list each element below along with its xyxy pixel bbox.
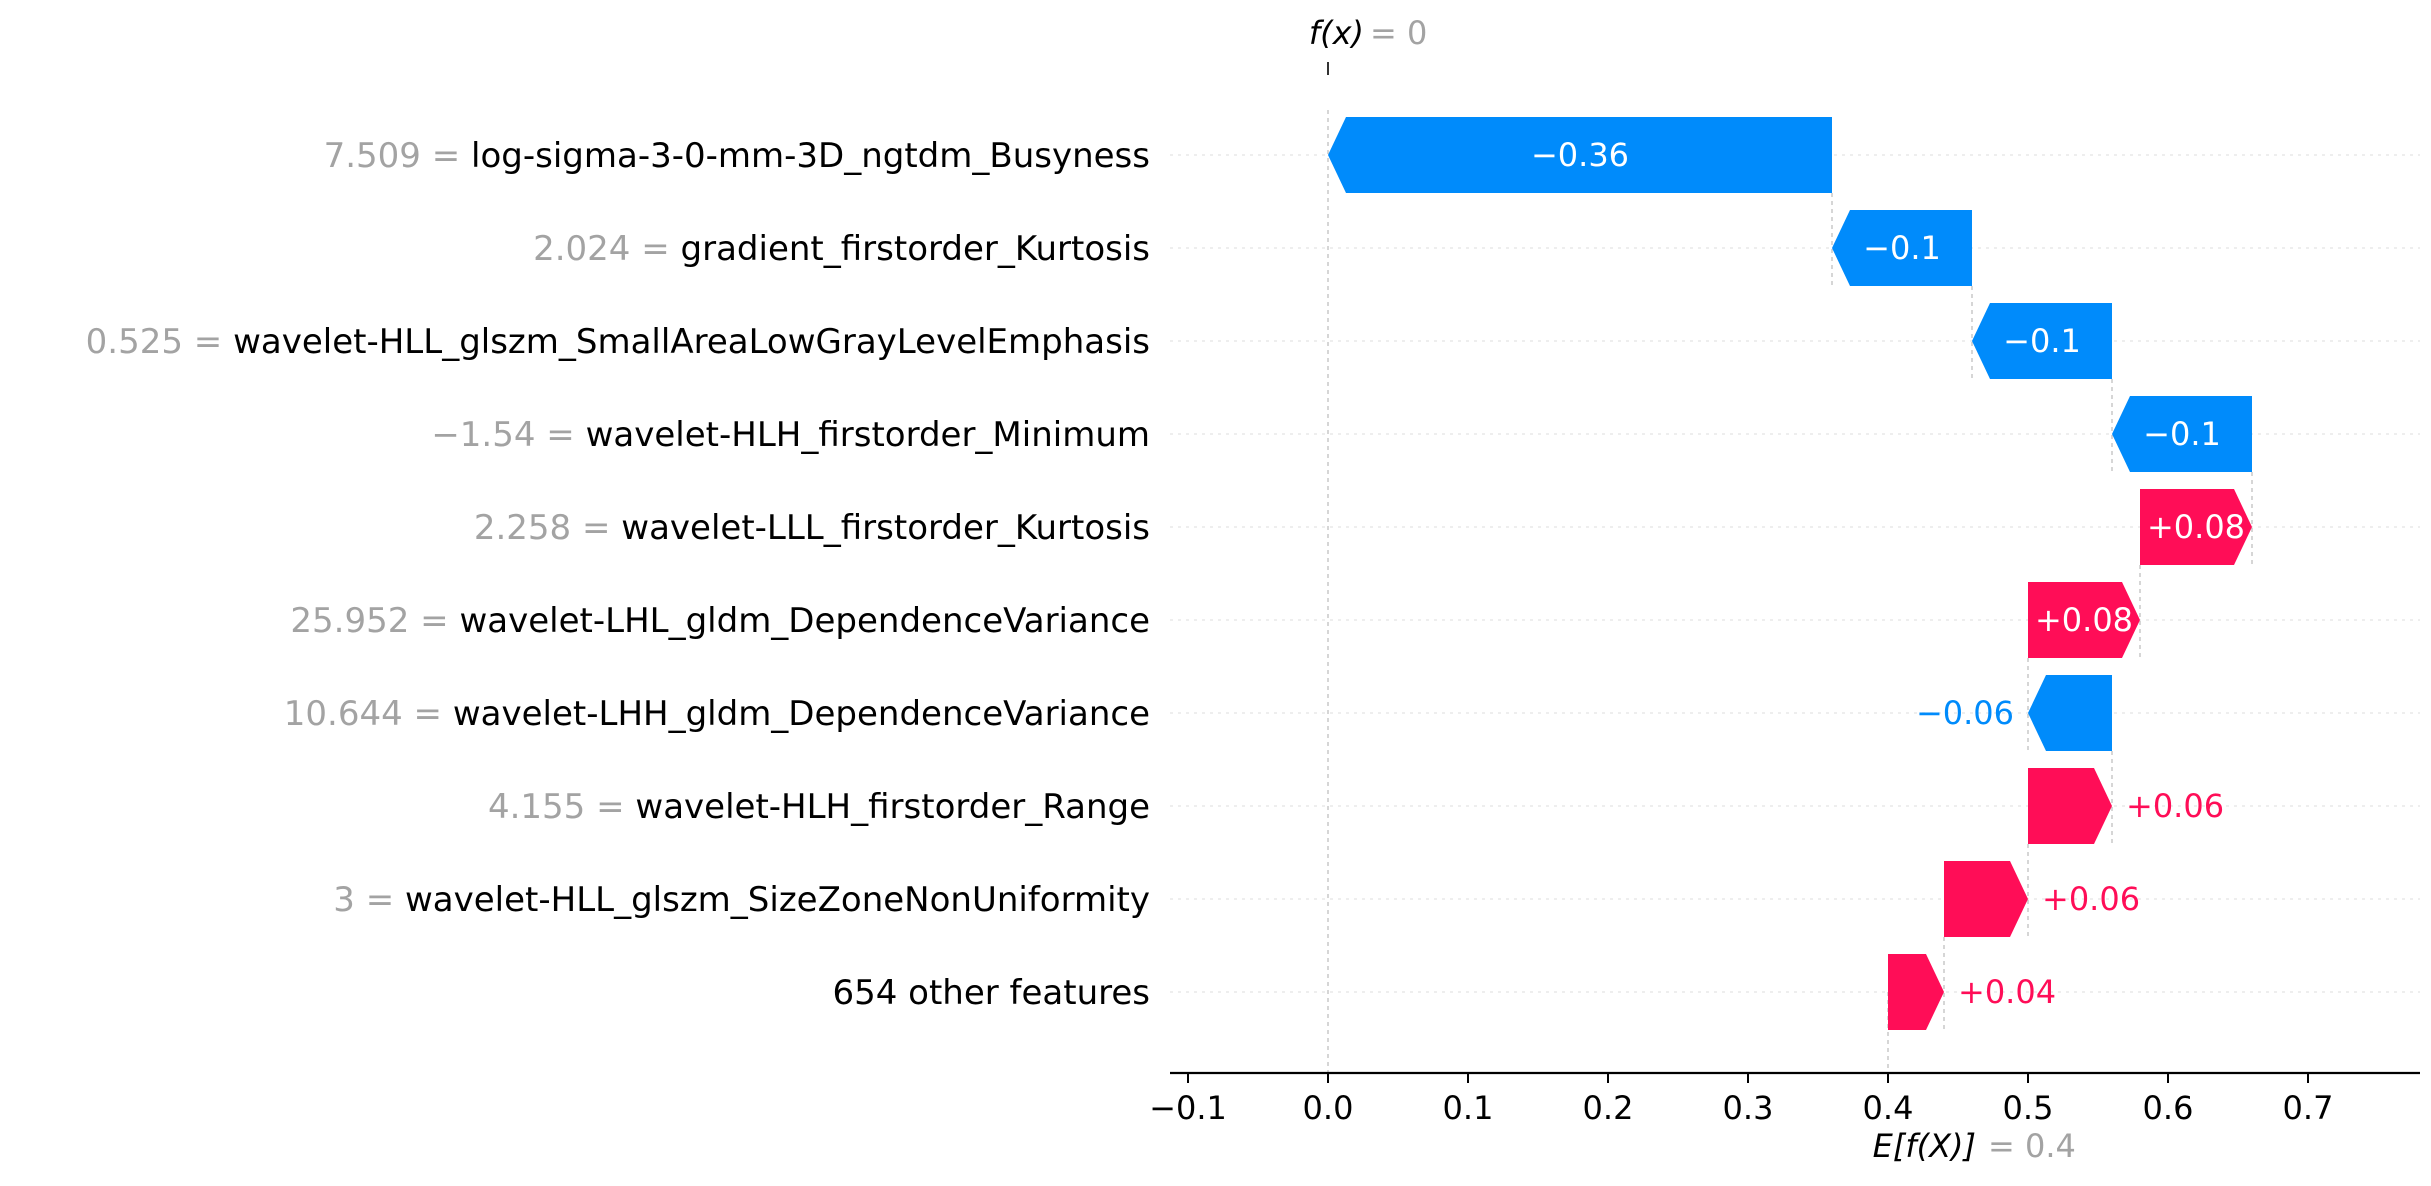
feature-labels: 7.509 = log-sigma-3-0-mm-3D_ngtdm_Busyne… xyxy=(86,136,1150,1013)
feature-name: wavelet-HLH_firstorder_Minimum xyxy=(586,415,1150,455)
feature-label: 654 other features xyxy=(832,973,1150,1013)
contribution-label: −0.06 xyxy=(1916,694,2014,732)
feature-label: 25.952 = wavelet-LHL_gldm_DependenceVari… xyxy=(290,601,1150,641)
contribution-label: −0.1 xyxy=(1863,229,1941,267)
waterfall-bar xyxy=(2028,675,2112,751)
feature-value: 4.155 = xyxy=(488,787,635,827)
x-tick-label: 0.7 xyxy=(2283,1089,2334,1127)
feature-label: 2.024 = gradient_firstorder_Kurtosis xyxy=(533,229,1150,269)
fx-label: f(x) xyxy=(1309,14,1364,52)
contribution-label: −0.36 xyxy=(1531,136,1629,174)
feature-label: 7.509 = log-sigma-3-0-mm-3D_ngtdm_Busyne… xyxy=(324,136,1150,176)
fx-annotation: f(x) = 0 xyxy=(1309,14,1428,52)
feature-label: 2.258 = wavelet-LLL_firstorder_Kurtosis xyxy=(474,508,1150,548)
feature-name: log-sigma-3-0-mm-3D_ngtdm_Busyness xyxy=(471,136,1150,176)
ex-annotation: E[f(X)] = 0.4 xyxy=(1873,1127,2076,1165)
waterfall-bar xyxy=(1888,954,1944,1030)
feature-name: 654 other features xyxy=(832,973,1150,1013)
x-tick-label: 0.3 xyxy=(1723,1089,1774,1127)
bars: −0.36 −0.1 −0.1 −0.1 +0.08 +0.08 −0.06 +0.06 +0.… xyxy=(1328,117,2252,1030)
feature-name: wavelet-HLH_firstorder_Range xyxy=(635,787,1150,827)
x-tick-label: 0.6 xyxy=(2143,1089,2194,1127)
waterfall-bar xyxy=(2028,768,2112,844)
feature-name: wavelet-LHH_gldm_DependenceVariance xyxy=(453,694,1150,734)
feature-value: 7.509 = xyxy=(324,136,471,176)
feature-label: −1.54 = wavelet-HLH_firstorder_Minimum xyxy=(431,415,1150,455)
contribution-label: +0.08 xyxy=(2147,508,2245,546)
feature-value: 0.525 = xyxy=(86,322,233,362)
waterfall-bar xyxy=(2112,396,2252,472)
feature-label: 10.644 = wavelet-LHH_gldm_DependenceVari… xyxy=(284,694,1150,734)
contribution-label: −0.1 xyxy=(2003,322,2081,360)
feature-name: gradient_firstorder_Kurtosis xyxy=(681,229,1150,269)
feature-name: wavelet-LHL_gldm_DependenceVariance xyxy=(459,601,1150,641)
waterfall-bar xyxy=(2140,489,2252,565)
grid-lines xyxy=(1170,154,2420,993)
waterfall-bar xyxy=(2028,582,2140,658)
feature-name: wavelet-HLL_glszm_SmallAreaLowGrayLevelE… xyxy=(233,322,1150,362)
ex-value: = 0.4 xyxy=(1988,1127,2076,1165)
feature-value: 2.024 = xyxy=(533,229,680,269)
x-tick-label: 0.5 xyxy=(2003,1089,2054,1127)
contribution-label: −0.1 xyxy=(2143,415,2221,453)
feature-label: 0.525 = wavelet-HLL_glszm_SmallAreaLowGr… xyxy=(86,322,1150,362)
feature-value: 10.644 = xyxy=(284,694,453,734)
x-tick-label: −0.1 xyxy=(1149,1089,1227,1127)
feature-name: wavelet-HLL_glszm_SizeZoneNonUniformity xyxy=(405,880,1150,920)
feature-value: 25.952 = xyxy=(290,601,459,641)
waterfall-bar xyxy=(1944,861,2028,937)
feature-value: −1.54 = xyxy=(431,415,585,455)
feature-value: 3 = xyxy=(333,880,405,920)
x-tick-label: 0.1 xyxy=(1443,1089,1494,1127)
ex-label: E[f(X)] xyxy=(1873,1127,1976,1165)
contribution-label: +0.08 xyxy=(2035,601,2133,639)
feature-value: 2.258 = xyxy=(474,508,621,548)
connector-lines xyxy=(1327,62,2253,1073)
contribution-label: +0.06 xyxy=(2042,880,2140,918)
waterfall-bar xyxy=(1972,303,2112,379)
waterfall-bar xyxy=(1832,210,1972,286)
fx-value: = 0 xyxy=(1370,14,1427,52)
x-axis: −0.1 0.0 0.1 0.2 0.3 0.4 0.5 0.6 0.7 xyxy=(1149,1071,2420,1127)
contribution-label: +0.06 xyxy=(2126,787,2224,825)
contribution-label: +0.04 xyxy=(1958,973,2056,1011)
x-tick-label: 0.4 xyxy=(1863,1089,1914,1127)
feature-label: 4.155 = wavelet-HLH_firstorder_Range xyxy=(488,787,1150,827)
feature-label: 3 = wavelet-HLL_glszm_SizeZoneNonUniform… xyxy=(333,880,1150,920)
x-tick-label: 0.2 xyxy=(1583,1089,1634,1127)
x-tick-label: 0.0 xyxy=(1303,1089,1354,1127)
waterfall-bar xyxy=(1328,117,1832,193)
feature-name: wavelet-LLL_firstorder_Kurtosis xyxy=(621,508,1150,548)
